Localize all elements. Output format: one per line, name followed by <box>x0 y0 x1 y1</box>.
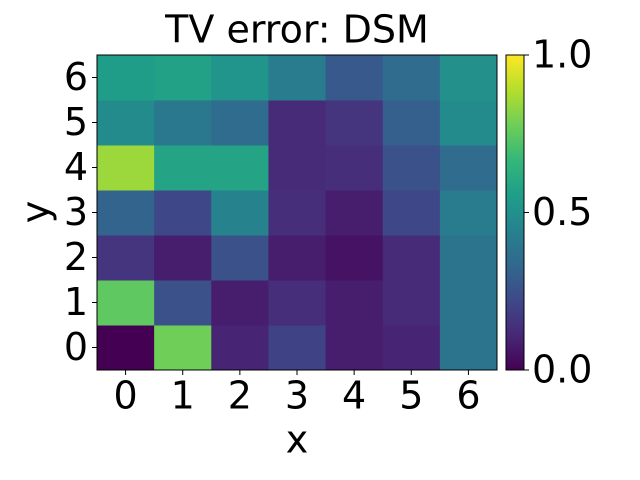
y-tick-label: 1 <box>64 280 88 324</box>
heatmap-cell <box>268 190 327 236</box>
colorbar-tick-label: 1.0 <box>532 33 592 77</box>
heatmap-cell <box>268 55 327 101</box>
heatmap-cell <box>268 280 327 326</box>
heatmap-cell <box>97 55 155 101</box>
heatmap-cell <box>439 100 498 146</box>
heatmap-cell <box>325 145 384 191</box>
x-tick-label: 2 <box>228 374 252 418</box>
chart-title: TV error: DSM <box>164 8 429 52</box>
y-tick-label: 2 <box>64 235 88 279</box>
heatmap-cell <box>154 325 212 371</box>
heatmap-cell <box>325 55 384 101</box>
heatmap-cell <box>97 145 155 191</box>
heatmap-cell <box>268 100 327 146</box>
heatmap-cell <box>325 280 384 326</box>
heatmap-cell <box>325 235 384 281</box>
heatmap-cell <box>439 325 498 371</box>
heatmap-cell <box>211 55 269 101</box>
heatmap-cell <box>382 325 441 371</box>
heatmap-cell <box>382 145 441 191</box>
heatmap-cell <box>211 235 269 281</box>
heatmap-cell <box>154 100 212 146</box>
x-tick-label: 1 <box>171 374 195 418</box>
heatmap-cell <box>154 235 212 281</box>
y-tick-label: 6 <box>64 55 88 99</box>
x-axis-label: x <box>286 418 309 462</box>
heatmap-cell <box>382 100 441 146</box>
y-tick-label: 3 <box>64 190 88 234</box>
heatmap-cell <box>439 145 498 191</box>
heatmap-cell <box>97 280 155 326</box>
heatmap-cell <box>268 325 327 371</box>
heatmap-cell <box>382 235 441 281</box>
heatmap-cell <box>211 325 269 371</box>
heatmap-cell <box>97 325 155 371</box>
heatmap-cell <box>154 55 212 101</box>
heatmap-cell <box>211 145 269 191</box>
colorbar-tick-label: 0.0 <box>532 348 592 392</box>
heatmap-cell <box>439 280 498 326</box>
heatmap-cell <box>325 325 384 371</box>
x-tick-label: 5 <box>399 374 423 418</box>
colorbar-tick-label: 0.5 <box>532 190 592 234</box>
heatmap-cell <box>382 190 441 236</box>
heatmap-cell <box>325 190 384 236</box>
heatmap-cell <box>97 235 155 281</box>
y-axis-label: y <box>14 201 58 224</box>
y-tick-label: 4 <box>64 145 88 189</box>
x-tick-label: 4 <box>342 374 366 418</box>
heatmap-cell <box>382 280 441 326</box>
y-tick-label: 5 <box>64 100 88 144</box>
heatmap-cell <box>439 235 498 281</box>
heatmap-cell <box>439 190 498 236</box>
y-tick-label: 0 <box>64 325 88 369</box>
x-tick-label: 6 <box>456 374 480 418</box>
heatmap-cell <box>268 235 327 281</box>
heatmap-cell <box>154 145 212 191</box>
heatmap-cell <box>211 100 269 146</box>
heatmap-cell <box>154 190 212 236</box>
heatmap-cell <box>211 190 269 236</box>
heatmap-cell <box>97 190 155 236</box>
heatmap-cell <box>154 280 212 326</box>
heatmap-cell <box>268 145 327 191</box>
heatmap-cell <box>325 100 384 146</box>
heatmap-cell <box>439 55 498 101</box>
heatmap-cell <box>211 280 269 326</box>
x-tick-label: 3 <box>285 374 309 418</box>
x-tick-label: 0 <box>113 374 137 418</box>
heatmap-cell <box>97 100 155 146</box>
heatmap-cell <box>382 55 441 101</box>
colorbar <box>505 54 525 371</box>
